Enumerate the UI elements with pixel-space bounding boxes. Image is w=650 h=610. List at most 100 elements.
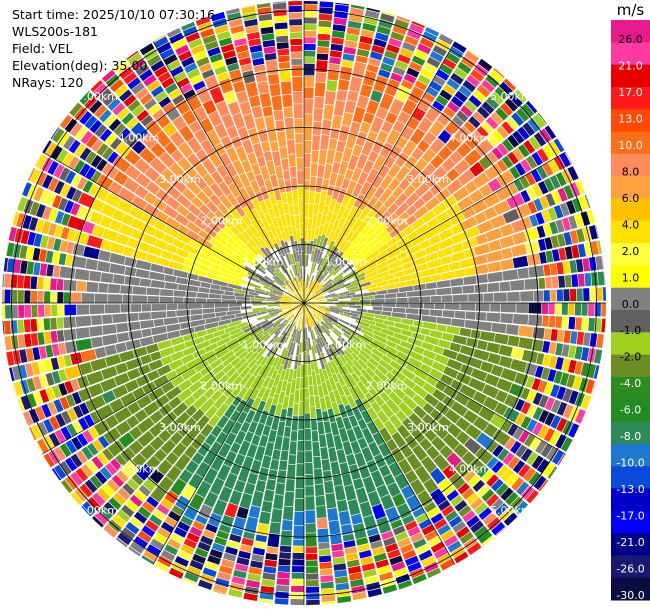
velocity-gate xyxy=(310,163,318,177)
velocity-gate xyxy=(255,290,269,296)
velocity-gate xyxy=(226,193,238,206)
velocity-gate xyxy=(17,397,25,412)
velocity-gate xyxy=(384,78,401,97)
velocity-gate xyxy=(224,291,234,296)
velocity-gate xyxy=(178,141,194,158)
velocity-gate xyxy=(310,406,317,419)
velocity-gate xyxy=(230,233,243,246)
velocity-gate xyxy=(202,377,218,391)
velocity-gate xyxy=(359,345,372,356)
velocity-gate xyxy=(219,350,235,363)
velocity-gate xyxy=(280,320,290,332)
velocity-gate xyxy=(392,525,406,536)
velocity-gate xyxy=(105,414,119,429)
velocity-gate xyxy=(144,192,157,205)
velocity-gate xyxy=(305,474,314,486)
velocity-gate xyxy=(305,462,313,475)
velocity-gate xyxy=(277,342,286,357)
velocity-gate xyxy=(287,279,297,293)
velocity-gate xyxy=(268,404,277,417)
velocity-gate xyxy=(63,292,71,303)
velocity-gate xyxy=(332,321,342,330)
velocity-gate xyxy=(149,421,166,438)
velocity-gate xyxy=(311,309,323,320)
colorbar-swatch xyxy=(611,310,650,333)
velocity-gate xyxy=(571,274,579,287)
velocity-gate xyxy=(450,223,464,235)
velocity-gate xyxy=(137,530,152,543)
velocity-gate xyxy=(38,346,47,359)
velocity-gate xyxy=(229,490,243,506)
velocity-gate xyxy=(131,473,144,486)
velocity-gate xyxy=(234,453,246,466)
velocity-gate xyxy=(135,63,150,76)
velocity-gate xyxy=(548,315,556,328)
velocity-gate xyxy=(271,336,279,345)
velocity-gate xyxy=(216,337,231,347)
velocity-gate xyxy=(366,407,379,421)
velocity-gate xyxy=(252,318,265,326)
velocity-gate xyxy=(464,266,477,277)
velocity-gate xyxy=(304,292,314,303)
velocity-gate xyxy=(562,261,571,274)
velocity-gate xyxy=(204,433,217,446)
velocity-gate xyxy=(210,11,226,22)
velocity-gate xyxy=(376,289,388,295)
velocity-gate xyxy=(409,61,423,72)
velocity-gate xyxy=(173,71,187,83)
velocity-gate xyxy=(204,561,219,571)
velocity-gate xyxy=(296,229,301,244)
velocity-gate xyxy=(245,199,255,211)
velocity-gate xyxy=(316,308,331,315)
velocity-gate xyxy=(431,436,446,451)
velocity-gate xyxy=(238,57,252,66)
velocity-gate xyxy=(357,353,368,364)
velocity-gate xyxy=(312,238,318,250)
velocity-gate xyxy=(262,344,274,358)
velocity-gate xyxy=(97,260,111,273)
velocity-gate xyxy=(103,501,118,515)
velocity-gate xyxy=(327,70,339,81)
velocity-gate xyxy=(294,240,299,252)
velocity-gate xyxy=(315,235,322,248)
velocity-gate xyxy=(496,170,515,187)
velocity-gate xyxy=(406,313,422,321)
velocity-gate xyxy=(270,296,281,300)
velocity-gate xyxy=(321,325,331,337)
velocity-gate xyxy=(337,279,347,286)
velocity-gate xyxy=(219,194,233,210)
velocity-gate xyxy=(70,453,83,468)
velocity-gate xyxy=(316,60,328,73)
velocity-gate xyxy=(389,555,403,566)
velocity-gate xyxy=(124,276,141,286)
velocity-gate xyxy=(151,311,167,319)
velocity-gate xyxy=(232,159,245,175)
velocity-gate xyxy=(568,345,577,359)
velocity-gate xyxy=(146,181,161,195)
velocity-gate xyxy=(244,18,258,28)
velocity-gate xyxy=(269,141,279,152)
velocity-gate xyxy=(310,361,315,371)
velocity-gate xyxy=(84,115,98,129)
colorbar-swatch xyxy=(611,131,650,155)
velocity-gate xyxy=(208,267,224,277)
velocity-gate xyxy=(70,292,82,303)
velocity-gate xyxy=(495,526,507,537)
velocity-gate xyxy=(287,369,294,383)
velocity-gate xyxy=(17,290,24,303)
velocity-gate xyxy=(58,342,67,355)
velocity-gate xyxy=(108,294,123,303)
velocity-gate xyxy=(343,46,357,55)
velocity-gate xyxy=(331,401,341,418)
velocity-gate xyxy=(390,519,403,530)
velocity-gate xyxy=(315,408,323,422)
velocity-gate xyxy=(311,150,319,163)
velocity-gate xyxy=(22,182,32,197)
velocity-gate xyxy=(481,79,495,93)
velocity-gate xyxy=(528,136,541,151)
velocity-gate xyxy=(241,316,256,323)
velocity-gate xyxy=(285,323,294,337)
velocity-gate xyxy=(328,301,338,303)
velocity-gate xyxy=(319,306,329,310)
velocity-gate xyxy=(427,507,440,519)
